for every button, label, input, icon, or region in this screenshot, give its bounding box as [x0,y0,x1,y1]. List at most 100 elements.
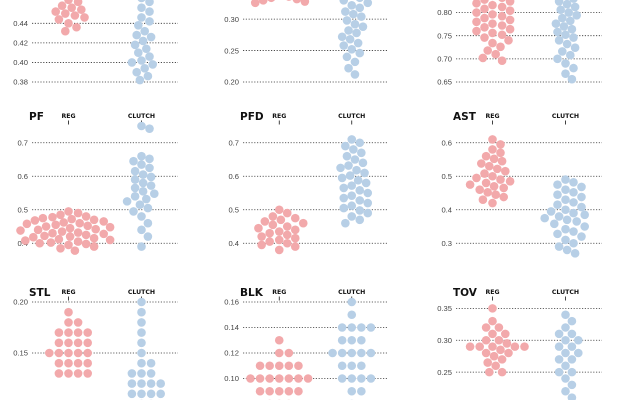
panel-4-clutch-point [146,172,156,182]
panel-4-reg-point [59,218,68,227]
panel-7-clutch-point [137,379,146,388]
panel-7-reg-point [64,369,73,378]
panel-2-clutch-point [350,19,360,29]
panel-9-reg-point [488,342,497,351]
panel-6-clutch-point [580,210,589,220]
panel-4-clutch-point [137,160,146,169]
panel-9-reg-point [481,348,491,358]
panel-5-reg-point [254,223,263,233]
panel-5-reg-point [298,218,308,228]
panel-4-reg-point [35,238,44,248]
panel-2-clutch-point [342,52,352,62]
panel-4-reg-point [21,236,30,245]
panel-3-reg-point [488,28,497,38]
panel-9-clutch-point [554,342,564,351]
panel-4-reg-point [89,233,99,243]
panel-7-reg-point [54,369,64,378]
panel-3-reg-point [497,21,507,30]
panel-5-reg-point [268,212,278,221]
panel-3-reg-point [480,23,489,32]
panel-8-tick-label: 0.10 [224,374,239,383]
panel-6-clutch-point [554,242,564,251]
panel-8-clutch-point [357,374,366,383]
panel-7-reg-point [45,348,54,358]
panel-4-clutch-point [137,151,146,161]
panel-5-reg-point [290,225,300,235]
panel-8-clutch-point [357,361,366,371]
panel-9-reg-point [501,329,510,339]
panel-7-reg-point [83,328,92,337]
panel-5-clutch-point [345,171,355,180]
panel-9-reg-point [485,367,494,377]
panel-5-reg-point [268,220,278,230]
panel-1-clutch-point [130,40,140,50]
panel-9-clutch-point [574,348,583,358]
panel-6-reg-point [489,154,499,164]
panel-9-reg-point [488,316,497,326]
panel-9-clutch-point [561,374,570,383]
panel-8-tick-label: 0.14 [224,323,239,332]
panel-2-clutch-point [339,41,349,50]
panel-6-reg-point [501,166,510,176]
panel-6-clutch-point [561,224,570,234]
panel-2-clutch-point [350,57,360,67]
panel-7-clutch-point [137,358,146,368]
panel-3-clutch-point [566,50,575,60]
panel-6-clutch-point [577,192,586,202]
panel-3-tick-label: 0.80 [437,8,452,17]
panel-8-clutch-point [357,386,366,396]
panel-8-clutch-point [347,348,357,358]
panel-7-reg-point [64,348,73,358]
panel-4-reg-point [83,221,92,231]
panel-7-clutch-point [146,379,156,388]
panel-7-clutch-point [156,379,165,388]
panel-9-clutch-point [567,342,577,351]
panel-4-reg-point [73,237,83,246]
panel-3-clutch-point [570,2,580,12]
panel-5-reg-point [282,208,292,218]
panel-6-clutch-point [561,195,570,204]
panel-9-reg-point [483,358,493,367]
panel-5-clutch-point [342,151,352,161]
panel-7-reg-point [54,328,64,337]
panel-5-category-label: REG [272,113,286,120]
panel-8-tick-label: 0.12 [224,349,239,358]
panel-9-clutch-point [567,367,577,377]
panel-8-reg-point [274,374,284,383]
panel-7-clutch-point [137,318,146,327]
panel-2-reg-point [286,0,292,1]
panel-3-clutch-point [558,47,567,56]
panel-4-tick-label: 0.7 [17,138,28,147]
panel-9-reg-point [494,323,504,332]
panel-4-reg-point [75,218,84,228]
panel-4-title: PF [29,111,44,123]
panel-5-clutch-point [347,201,357,211]
panel-8-clutch-point [366,323,376,332]
panel-9-reg-point [491,361,501,371]
panel-5-clutch-point [350,155,360,164]
panel-5-tick-label: 0.7 [228,138,239,147]
panel-5-reg-point [290,213,300,223]
panel-4-reg-point [33,225,43,235]
panel-8-title: BLK [240,287,264,299]
panel-6-reg-point [475,185,485,194]
panel-1-tick-label: 0.44 [13,19,28,28]
panel-6-reg-point [505,176,515,186]
panel-9-clutch-point [574,335,583,345]
panel-3-reg-point [504,36,513,45]
panel-6-clutch-point [572,217,581,226]
panel-3-reg-point [488,0,497,10]
panel-4-clutch-point [142,194,151,204]
panel-8-clutch-point [347,310,357,320]
panel-6-reg-point [496,175,505,184]
panel-4-clutch-point [130,166,140,176]
panel-5-reg-point [282,238,292,248]
panel-7-reg-point [64,318,73,327]
panel-3-clutch-point [558,13,567,23]
panel-5-reg-point [257,240,266,250]
panel-6-clutch-point [569,177,578,187]
panel-1-clutch-point [146,32,156,42]
panel-4-reg-point [105,222,115,232]
panel-6-clutch-point [580,222,589,231]
panel-8-reg-point [255,374,265,383]
